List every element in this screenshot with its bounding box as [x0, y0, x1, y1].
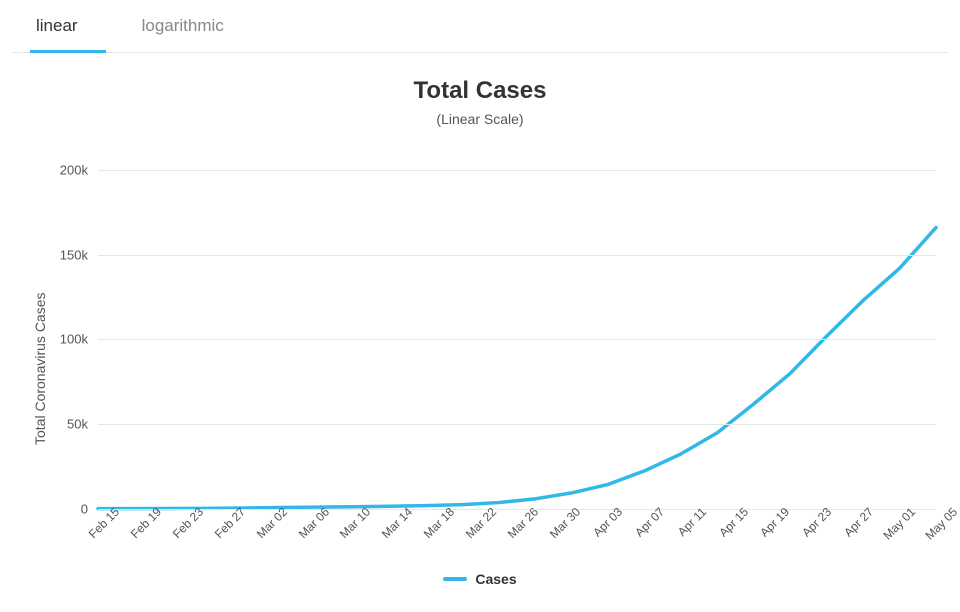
x-tick-label: Mar 10 [327, 505, 374, 552]
scale-tabs: linear logarithmic [12, 0, 948, 53]
x-tick-label: Apr 23 [788, 505, 835, 552]
tab-logarithmic[interactable]: logarithmic [136, 0, 252, 53]
gridline [98, 255, 936, 256]
y-axis-label: Total Coronavirus Cases [32, 292, 48, 445]
y-tick-label: 100k [60, 332, 98, 347]
x-tick-label: Mar 06 [285, 505, 332, 552]
line-layer [98, 153, 936, 509]
x-tick-label: Mar 26 [494, 505, 541, 552]
series-line-cases [98, 228, 936, 509]
x-tick-label: Apr 11 [662, 505, 709, 552]
x-tick-label: Feb 23 [159, 505, 206, 552]
y-tick-label: 50k [67, 417, 98, 432]
x-tick-label: Apr 03 [578, 505, 625, 552]
gridline [98, 339, 936, 340]
chart-title: Total Cases [12, 53, 948, 105]
x-tick-label: Apr 15 [704, 505, 751, 552]
plot-area: 050k100k150k200kFeb 15Feb 19Feb 23Feb 27… [98, 153, 936, 509]
x-tick-label: Apr 07 [620, 505, 667, 552]
gridline [98, 424, 936, 425]
legend-swatch [443, 577, 467, 581]
x-tick-label: Mar 30 [536, 505, 583, 552]
chart-area: Total Cases (Linear Scale) Total Coronav… [12, 53, 948, 593]
x-tick-label: Feb 19 [117, 505, 164, 552]
x-tick-label: Mar 02 [243, 505, 290, 552]
x-tick-label: May 05 [913, 505, 960, 552]
legend: Cases [12, 571, 948, 587]
legend-label: Cases [475, 571, 516, 587]
y-tick-label: 200k [60, 162, 98, 177]
tab-linear[interactable]: linear [30, 0, 106, 53]
y-tick-label: 150k [60, 247, 98, 262]
gridline [98, 509, 936, 510]
chart-subtitle: (Linear Scale) [12, 105, 948, 127]
x-tick-label: Apr 27 [830, 505, 877, 552]
x-tick-label: Mar 18 [411, 505, 458, 552]
x-tick-label: May 01 [872, 505, 919, 552]
x-tick-label: Mar 22 [453, 505, 500, 552]
chart-container: linear logarithmic Total Cases (Linear S… [0, 0, 960, 612]
x-tick-label: Apr 19 [746, 505, 793, 552]
gridline [98, 170, 936, 171]
x-tick-label: Feb 27 [201, 505, 248, 552]
x-tick-label: Mar 14 [369, 505, 416, 552]
y-tick-label: 0 [81, 502, 98, 517]
